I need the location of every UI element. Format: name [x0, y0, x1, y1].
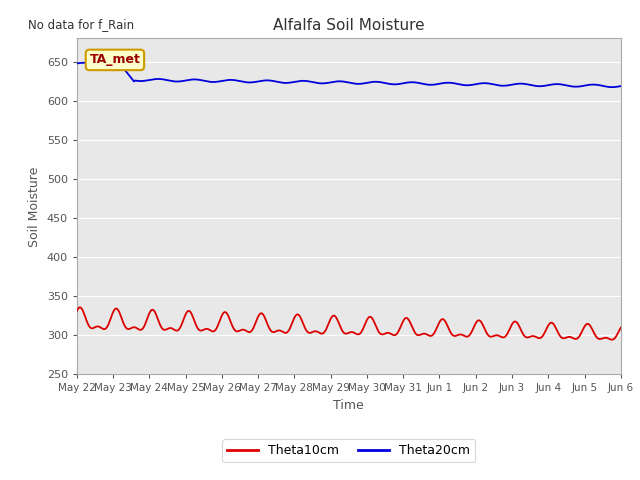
Legend: Theta10cm, Theta20cm: Theta10cm, Theta20cm: [222, 439, 476, 462]
Title: Alfalfa Soil Moisture: Alfalfa Soil Moisture: [273, 18, 424, 33]
Text: No data for f_Rain: No data for f_Rain: [28, 18, 134, 31]
Y-axis label: Soil Moisture: Soil Moisture: [28, 166, 41, 247]
Text: TA_met: TA_met: [90, 53, 140, 66]
X-axis label: Time: Time: [333, 399, 364, 412]
